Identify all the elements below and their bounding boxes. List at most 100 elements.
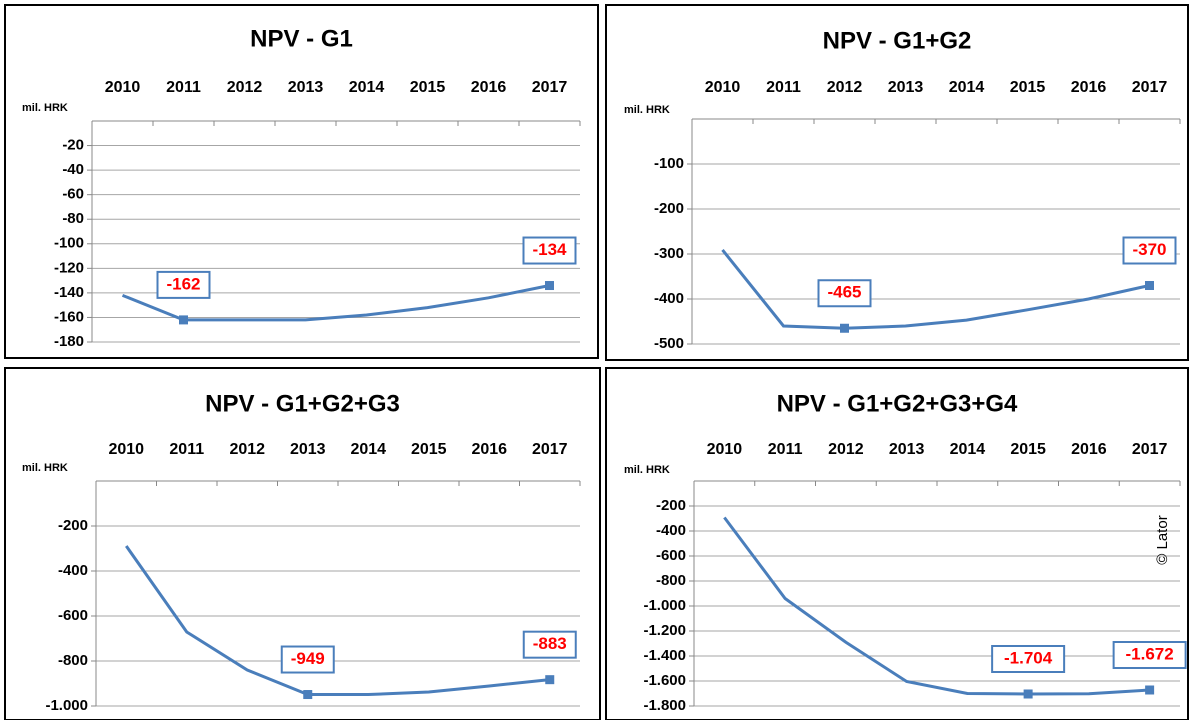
y-tick-label: -120 bbox=[54, 259, 84, 276]
x-tick-label: 2010 bbox=[705, 79, 741, 96]
x-tick-label: 2013 bbox=[290, 441, 326, 458]
x-tick-label: 2014 bbox=[950, 441, 986, 458]
data-label: -134 bbox=[532, 240, 567, 259]
y-axis-label: mil. HRK bbox=[624, 464, 670, 476]
x-tick-label: 2011 bbox=[166, 79, 201, 96]
x-tick-label: 2017 bbox=[532, 441, 568, 458]
chart-panel: NPV - G1 mil. HRK -20 -40 -60 -80 -100 -120 -140… bbox=[4, 4, 599, 359]
x-tick-label: 2012 bbox=[828, 441, 864, 458]
x-tick-label: 2011 bbox=[768, 441, 803, 458]
x-tick-label: 2013 bbox=[288, 79, 324, 96]
x-tick-label: 2017 bbox=[1132, 441, 1168, 458]
point-marker bbox=[545, 675, 555, 685]
y-tick-label: -200 bbox=[654, 200, 684, 217]
x-tick-label: 2017 bbox=[1132, 79, 1168, 96]
y-tick-label: -200 bbox=[656, 497, 686, 514]
x-tick-label: 2012 bbox=[827, 79, 863, 96]
data-label-box bbox=[1122, 236, 1177, 265]
y-axis-label: mil. HRK bbox=[22, 102, 68, 114]
x-tick-label: 2014 bbox=[349, 79, 385, 96]
x-tick-label: 2012 bbox=[227, 79, 263, 96]
x-tick-label: 2013 bbox=[888, 79, 924, 96]
line-series bbox=[125, 545, 550, 697]
watermark: © Lator bbox=[1154, 515, 1171, 564]
y-tick-label: -140 bbox=[54, 284, 84, 301]
y-tick-label: -180 bbox=[54, 333, 84, 350]
point-marker bbox=[1023, 689, 1033, 699]
line-series bbox=[723, 516, 1150, 696]
y-axis-label: mil. HRK bbox=[22, 462, 68, 474]
x-tick-label: 2011 bbox=[169, 441, 204, 458]
chart-title: NPV - G1+G2+G3+G4 bbox=[777, 390, 1018, 417]
y-tick-label: -400 bbox=[654, 290, 684, 307]
data-label-box bbox=[817, 279, 872, 308]
data-label-box bbox=[280, 645, 335, 674]
chart-title: NPV - G1 bbox=[250, 25, 353, 52]
y-tick-label: -100 bbox=[54, 235, 84, 252]
data-label-box bbox=[522, 236, 577, 265]
chart-title: NPV - G1+G2+G3 bbox=[205, 390, 400, 417]
y-tick-label: -800 bbox=[656, 572, 686, 589]
point-marker bbox=[840, 323, 849, 333]
y-tick-label: -20 bbox=[62, 137, 84, 154]
panel-border bbox=[605, 367, 1189, 720]
y-tick-label: -1.800 bbox=[643, 697, 686, 714]
data-label-box bbox=[156, 270, 211, 299]
panel-border bbox=[605, 4, 1189, 361]
data-label-box bbox=[1112, 641, 1187, 669]
y-tick-label: -200 bbox=[58, 517, 88, 534]
y-tick-label: -400 bbox=[58, 562, 88, 579]
x-tick-label: 2015 bbox=[1010, 79, 1046, 96]
line-series bbox=[721, 249, 1150, 330]
y-tick-label: -300 bbox=[654, 245, 684, 262]
y-tick-label: -500 bbox=[654, 335, 684, 352]
chart-panel: NPV - G1+G2+G3 mil. HRK -200 -400 -600 -800 -1… bbox=[4, 367, 601, 720]
y-tick-label: -1.200 bbox=[643, 622, 686, 639]
data-label-box bbox=[991, 645, 1066, 673]
x-tick-label: 2014 bbox=[350, 441, 386, 458]
y-tick-label: -600 bbox=[58, 607, 88, 624]
y-tick-label: -160 bbox=[54, 308, 84, 325]
x-tick-label: 2015 bbox=[1010, 441, 1046, 458]
data-label: -949 bbox=[291, 649, 325, 668]
x-tick-label: 2010 bbox=[105, 79, 141, 96]
x-tick-label: 2016 bbox=[1071, 441, 1107, 458]
point-marker bbox=[179, 315, 188, 325]
data-label: -1.672 bbox=[1126, 644, 1174, 663]
point-marker bbox=[303, 690, 313, 700]
y-tick-label: -100 bbox=[654, 155, 684, 172]
point-marker bbox=[1145, 685, 1155, 695]
x-tick-label: 2014 bbox=[949, 79, 985, 96]
x-tick-label: 2015 bbox=[411, 441, 447, 458]
x-tick-label: 2010 bbox=[108, 441, 144, 458]
chart-panel: NPV - G1+G2 mil. HRK -100 -200 -300 -400 -500 2… bbox=[605, 4, 1189, 361]
y-tick-label: -800 bbox=[58, 652, 88, 669]
y-tick-label: -1.400 bbox=[643, 647, 686, 664]
y-tick-label: -400 bbox=[656, 522, 686, 539]
x-tick-label: 2016 bbox=[1071, 79, 1107, 96]
x-tick-label: 2015 bbox=[410, 79, 446, 96]
y-tick-label: -1.000 bbox=[643, 597, 686, 614]
point-marker bbox=[1145, 281, 1154, 290]
x-tick-label: 2011 bbox=[766, 79, 801, 96]
data-label: -1.704 bbox=[1004, 648, 1053, 667]
x-tick-label: 2010 bbox=[707, 441, 743, 458]
data-label-box bbox=[522, 630, 577, 659]
data-label: -370 bbox=[1132, 240, 1166, 259]
line-series bbox=[121, 284, 550, 322]
data-label: -883 bbox=[533, 634, 567, 653]
x-tick-label: 2016 bbox=[471, 441, 507, 458]
panel-border bbox=[4, 4, 599, 359]
chart-title: NPV - G1+G2 bbox=[823, 27, 972, 54]
x-tick-label: 2017 bbox=[532, 79, 568, 96]
y-tick-label: -600 bbox=[656, 547, 686, 564]
y-tick-label: -1.600 bbox=[643, 672, 686, 689]
data-label: -162 bbox=[166, 274, 200, 293]
x-tick-label: 2013 bbox=[889, 441, 925, 458]
x-tick-label: 2012 bbox=[229, 441, 265, 458]
y-tick-label: -60 bbox=[62, 186, 84, 203]
y-axis-label: mil. HRK bbox=[624, 104, 670, 116]
y-tick-label: -80 bbox=[62, 210, 84, 227]
chart-panel: NPV - G1+G2+G3+G4 mil. HRK -200 -400 -600 -80… bbox=[605, 367, 1189, 720]
